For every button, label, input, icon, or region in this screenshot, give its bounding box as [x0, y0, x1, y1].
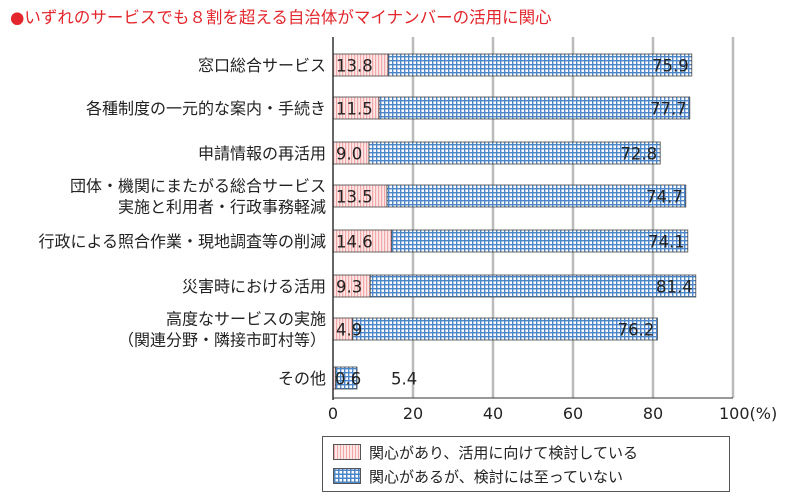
data-label: 0.6 [335, 370, 361, 389]
legend-item-considering: 関心があり、活用に向けて検討している [333, 441, 638, 463]
x-tick-label: 0 [328, 404, 338, 423]
data-label: 77.7 [650, 100, 687, 119]
data-label: 75.9 [652, 57, 689, 76]
x-tick-label: 100(%) [719, 404, 777, 423]
bar-not-yet [386, 184, 687, 208]
category-label: 申請情報の再活用 [198, 144, 326, 163]
legend-label: 関心があるが、検討には至っていない [369, 467, 623, 486]
x-tick-label: 20 [403, 404, 423, 423]
category-label: 各種制度の一元的な案内・手続き [86, 99, 326, 118]
data-label: 11.5 [336, 100, 373, 119]
legend: 関心があり、活用に向けて検討している 関心があるが、検討には至っていない [322, 436, 730, 492]
data-label: 9.0 [336, 145, 362, 164]
data-label: 74.7 [646, 188, 683, 207]
category-label: （関連分野・隣接市町村等） [118, 331, 326, 350]
legend-swatch-blue [333, 468, 361, 484]
x-tick-label: 80 [643, 404, 663, 423]
bar-not-yet [378, 96, 691, 120]
x-tick-label: 60 [563, 404, 583, 423]
data-label: 74.1 [648, 233, 685, 252]
bar-chart: 窓口総合サービス各種制度の一元的な案内・手続き申請情報の再活用団体・機関にまたが… [38, 37, 777, 423]
data-label: 9.3 [336, 278, 362, 297]
data-label: 13.8 [336, 57, 373, 76]
legend-label: 関心があり、活用に向けて検討している [369, 443, 638, 462]
bar-not-yet [369, 274, 697, 298]
bar-not-yet [334, 366, 358, 390]
bar-not-yet [387, 53, 693, 77]
category-label: その他 [278, 369, 326, 388]
legend-swatch-red [333, 444, 361, 460]
category-label: 災害時における活用 [182, 277, 326, 296]
data-label: 13.5 [336, 188, 373, 207]
category-label: 実施と利用者・行政事務軽減 [118, 198, 326, 217]
bar-not-yet [390, 229, 689, 253]
data-label: 4.9 [336, 321, 362, 340]
data-label: 14.6 [336, 233, 373, 252]
bar-not-yet [368, 141, 661, 165]
data-label: 81.4 [656, 278, 693, 297]
data-label: 72.8 [620, 145, 657, 164]
category-label: 行政による照合作業・現地調査等の削減 [38, 232, 326, 251]
x-tick-label: 40 [483, 404, 503, 423]
chart-title: ●いずれのサービスでも８割を超える自治体がマイナンバーの活用に関心 [10, 8, 552, 27]
category-label: 団体・機関にまたがる総合サービス [70, 177, 326, 196]
data-label: 76.2 [618, 321, 655, 340]
bar-not-yet [352, 317, 658, 341]
category-label: 窓口総合サービス [198, 56, 326, 75]
legend-item-not-yet: 関心があるが、検討には至っていない [333, 465, 623, 487]
category-label: 高度なサービスの実施 [166, 310, 326, 329]
data-label: 5.4 [391, 370, 417, 389]
